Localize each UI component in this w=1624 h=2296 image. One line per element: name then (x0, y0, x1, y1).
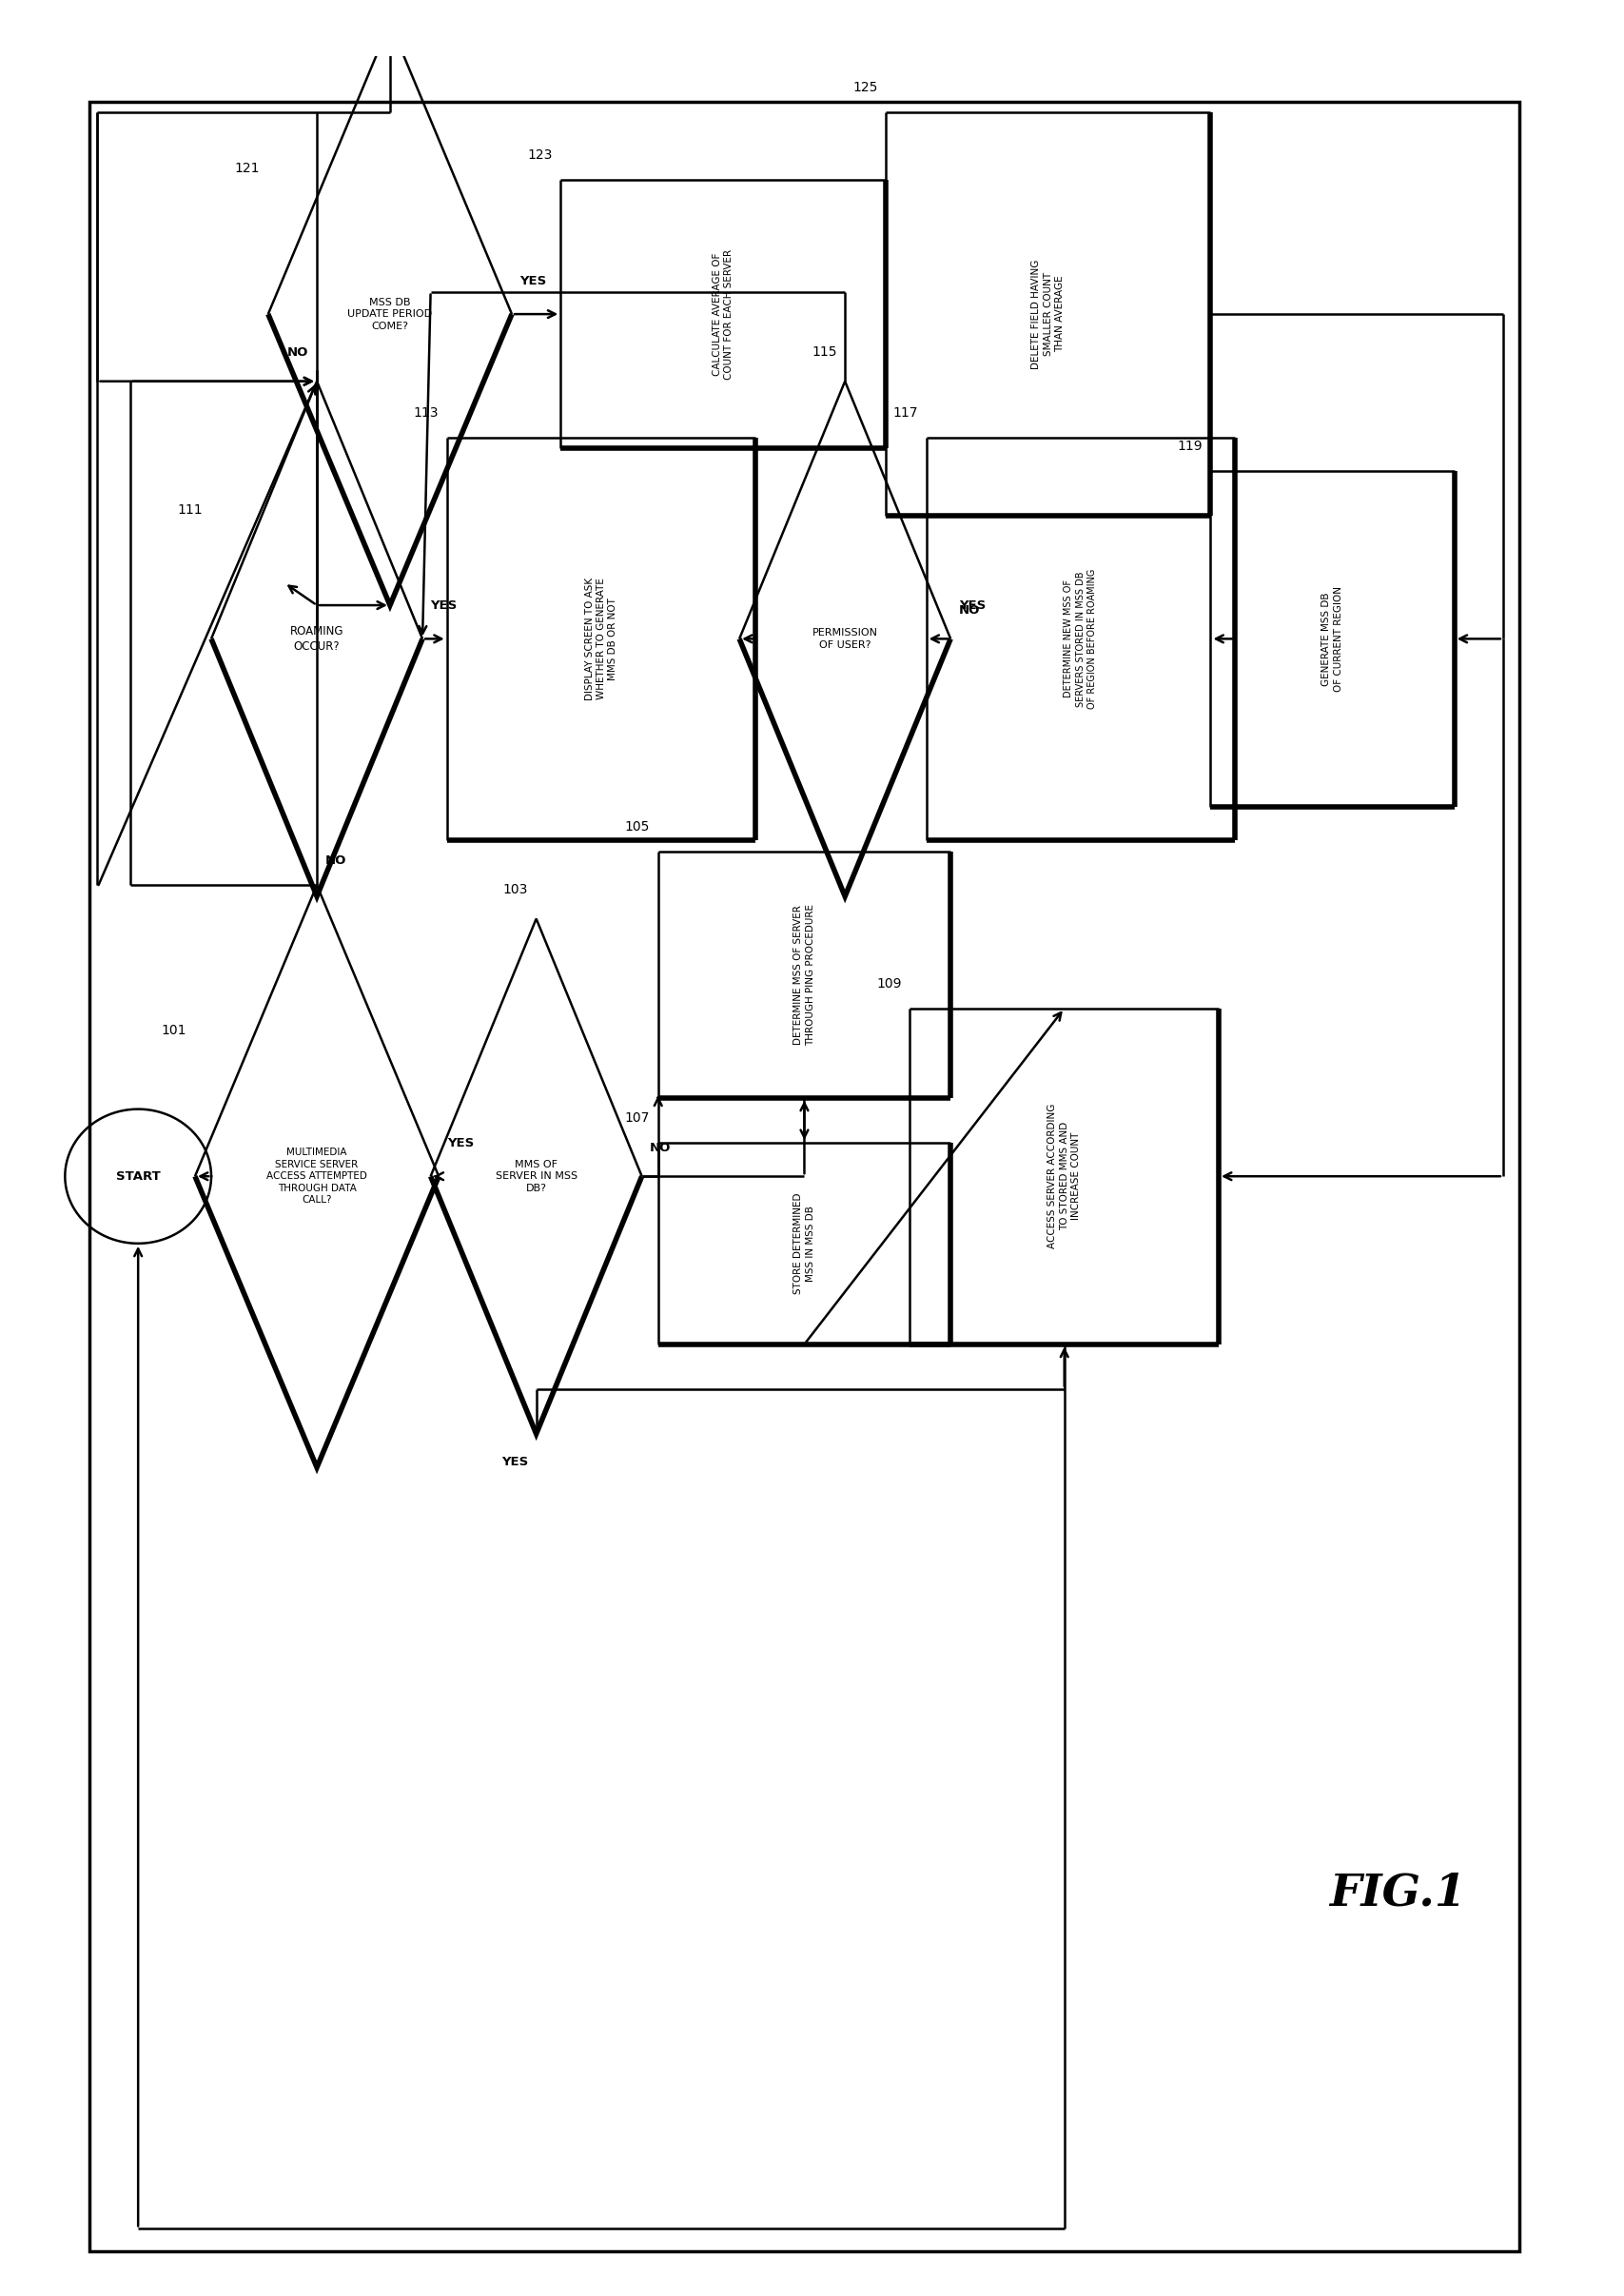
Text: ACCESS SERVER ACCORDING
TO STORED MMS AND
INCREASE COUNT: ACCESS SERVER ACCORDING TO STORED MMS AN… (1047, 1104, 1080, 1249)
Text: 113: 113 (412, 406, 438, 420)
Text: 103: 103 (503, 884, 528, 895)
Text: CALCULATE AVERAGE OF
COUNT FOR EACH SERVER: CALCULATE AVERAGE OF COUNT FOR EACH SERV… (711, 248, 734, 379)
Text: 107: 107 (625, 1111, 650, 1125)
Text: YES: YES (430, 599, 458, 613)
Text: ROAMING
OCCUR?: ROAMING OCCUR? (289, 625, 344, 652)
Text: MMS OF
SERVER IN MSS
DB?: MMS OF SERVER IN MSS DB? (495, 1159, 577, 1194)
Text: MSS DB
UPDATE PERIOD
COME?: MSS DB UPDATE PERIOD COME? (348, 298, 432, 331)
Text: 105: 105 (625, 820, 650, 833)
Text: DETERMINE MSS OF SERVER
THROUGH PING PROCEDURE: DETERMINE MSS OF SERVER THROUGH PING PRO… (793, 905, 815, 1045)
Text: 119: 119 (1176, 439, 1202, 452)
Text: 125: 125 (853, 80, 877, 94)
Text: YES: YES (520, 276, 547, 287)
Text: 121: 121 (234, 163, 260, 174)
Text: 109: 109 (875, 978, 901, 990)
Text: 115: 115 (810, 347, 836, 358)
Text: FIG.1: FIG.1 (1328, 1871, 1465, 1915)
Text: YES: YES (500, 1456, 528, 1469)
Text: YES: YES (447, 1137, 474, 1150)
Text: STORE DETERMINED
MSS IN MSS DB: STORE DETERMINED MSS IN MSS DB (793, 1194, 815, 1295)
Text: MULTIMEDIA
SERVICE SERVER
ACCESS ATTEMPTED
THROUGH DATA
CALL?: MULTIMEDIA SERVICE SERVER ACCESS ATTEMPT… (266, 1148, 367, 1205)
Text: GENERATE MSS DB
OF CURRENT REGION: GENERATE MSS DB OF CURRENT REGION (1320, 585, 1343, 691)
Text: 123: 123 (528, 149, 552, 161)
Text: NO: NO (650, 1141, 671, 1155)
Text: DETERMINE NEW MSS OF
SERVERS STORED IN MSS DB
OF REGION BEFORE ROAMING: DETERMINE NEW MSS OF SERVERS STORED IN M… (1064, 569, 1096, 709)
Text: NO: NO (958, 604, 979, 615)
Text: DISPLAY SCREEN TO ASK
WHETHER TO GENERATE
MMS DB OR NOT: DISPLAY SCREEN TO ASK WHETHER TO GENERAT… (585, 576, 617, 700)
Text: DELETE FIELD HAVING
SMALLER COUNT
THAN AVERAGE: DELETE FIELD HAVING SMALLER COUNT THAN A… (1031, 259, 1064, 370)
Text: 101: 101 (161, 1024, 187, 1038)
Text: PERMISSION
OF USER?: PERMISSION OF USER? (812, 629, 877, 650)
Text: NO: NO (287, 347, 309, 358)
Text: 111: 111 (177, 503, 203, 517)
Text: NO: NO (325, 854, 346, 868)
Text: 117: 117 (892, 406, 918, 420)
Text: START: START (115, 1171, 161, 1182)
Text: YES: YES (958, 599, 986, 613)
